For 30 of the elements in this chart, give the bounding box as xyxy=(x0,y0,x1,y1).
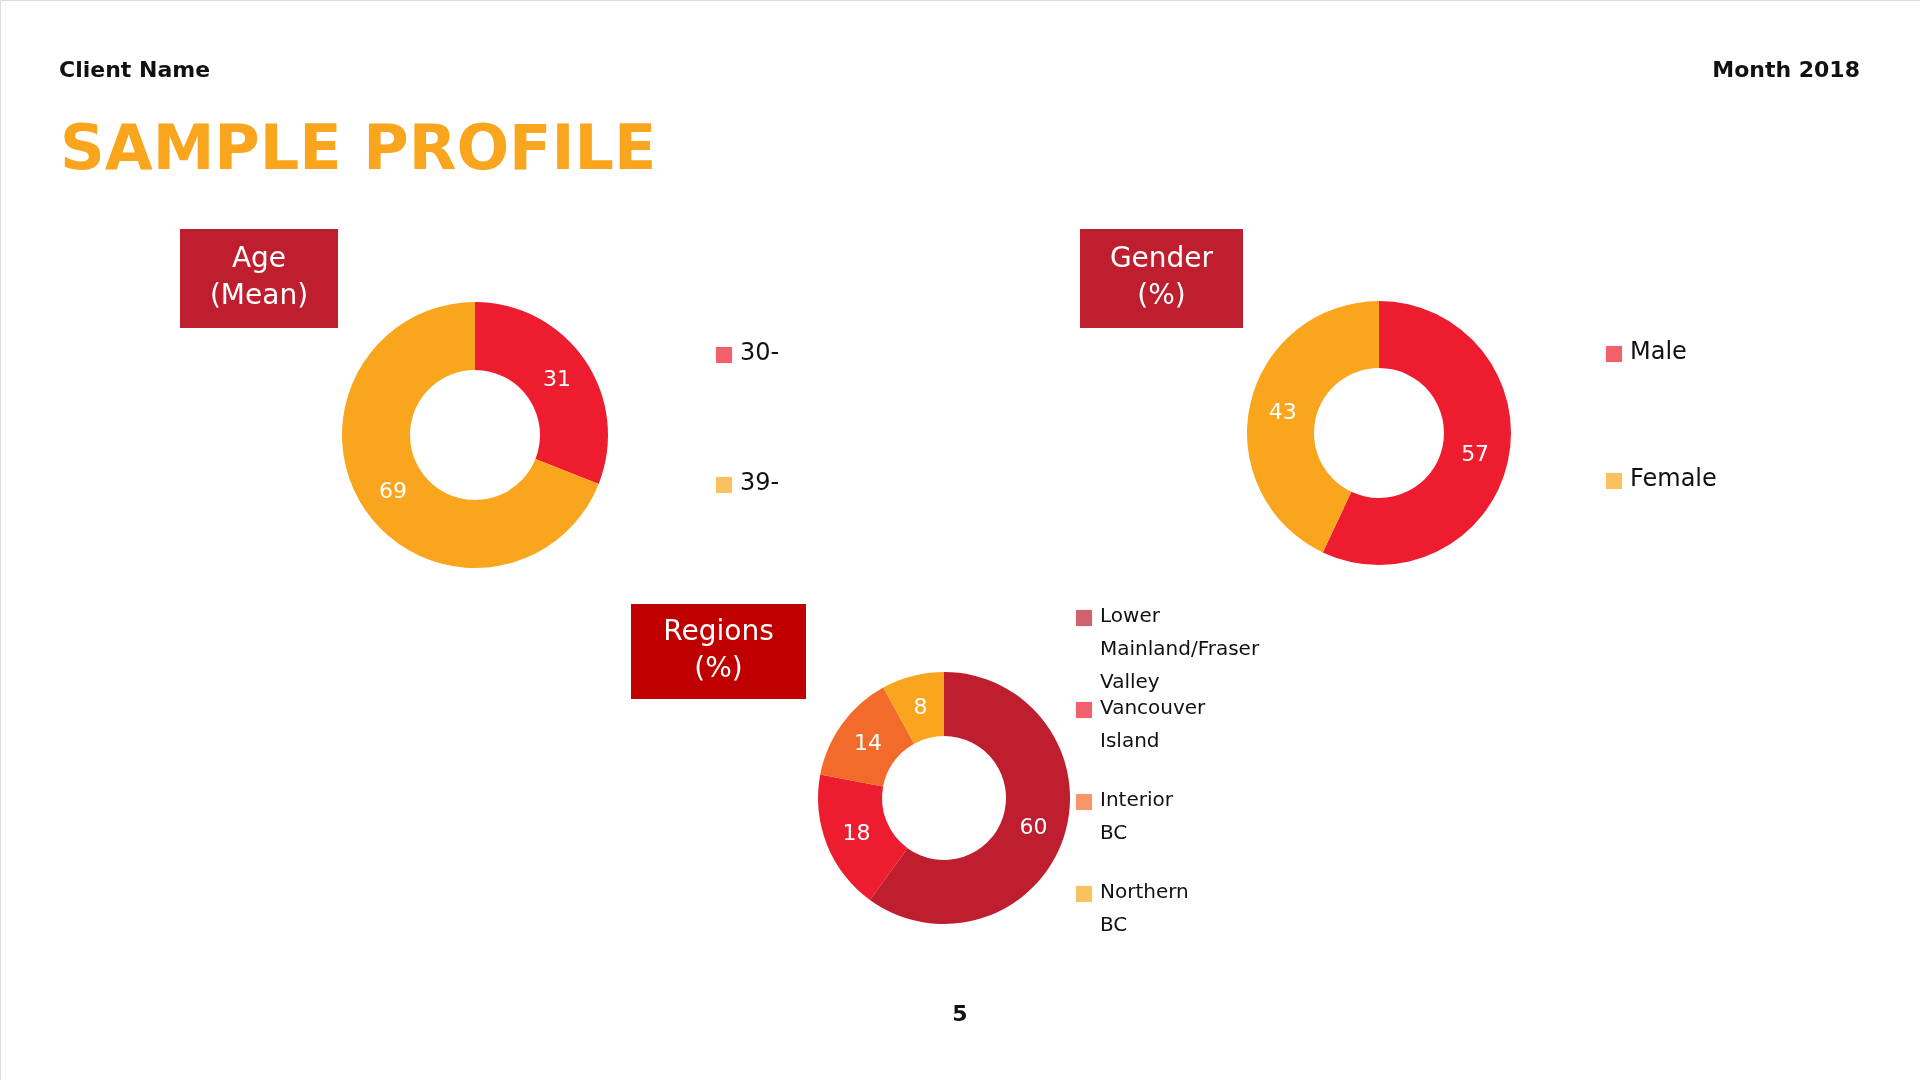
data-label: 43 xyxy=(1268,398,1297,424)
data-label: 14 xyxy=(853,729,882,755)
legend-label: Interior BC xyxy=(1100,787,1174,844)
data-label: 31 xyxy=(542,366,571,392)
data-label: 69 xyxy=(379,477,408,503)
legend-label: Lower Mainland/Fraser Valley xyxy=(1100,603,1260,693)
data-label: 57 xyxy=(1461,441,1490,467)
data-label: 60 xyxy=(1019,814,1048,840)
legend-label: Vancouver Island xyxy=(1100,695,1207,752)
text: SAMPLE PROFILE xyxy=(60,111,657,184)
data-label: 18 xyxy=(842,819,871,845)
text: Client Name xyxy=(59,57,211,82)
data-label: 8 xyxy=(913,693,928,719)
donut-slice xyxy=(883,672,944,744)
donut-slice xyxy=(1247,301,1379,553)
legend-label: 30- xyxy=(740,337,780,366)
donut-slice xyxy=(1322,301,1511,565)
donut-slice xyxy=(820,687,915,787)
legend-label: 39- xyxy=(740,467,780,496)
text: 5 xyxy=(952,1001,968,1026)
donut-slice xyxy=(475,302,608,484)
legend-label: Northern BC xyxy=(1100,879,1189,936)
chart-title: Gender (%) xyxy=(1109,240,1214,311)
legend-label: Female xyxy=(1630,463,1717,492)
text: Regions (%) xyxy=(663,613,774,684)
donut-slice xyxy=(818,774,908,900)
legend-label: Male xyxy=(1630,336,1687,365)
donut-slice xyxy=(342,302,599,568)
text: Month 2018 xyxy=(1712,57,1860,82)
chart-title: Age (Mean) xyxy=(209,240,309,311)
